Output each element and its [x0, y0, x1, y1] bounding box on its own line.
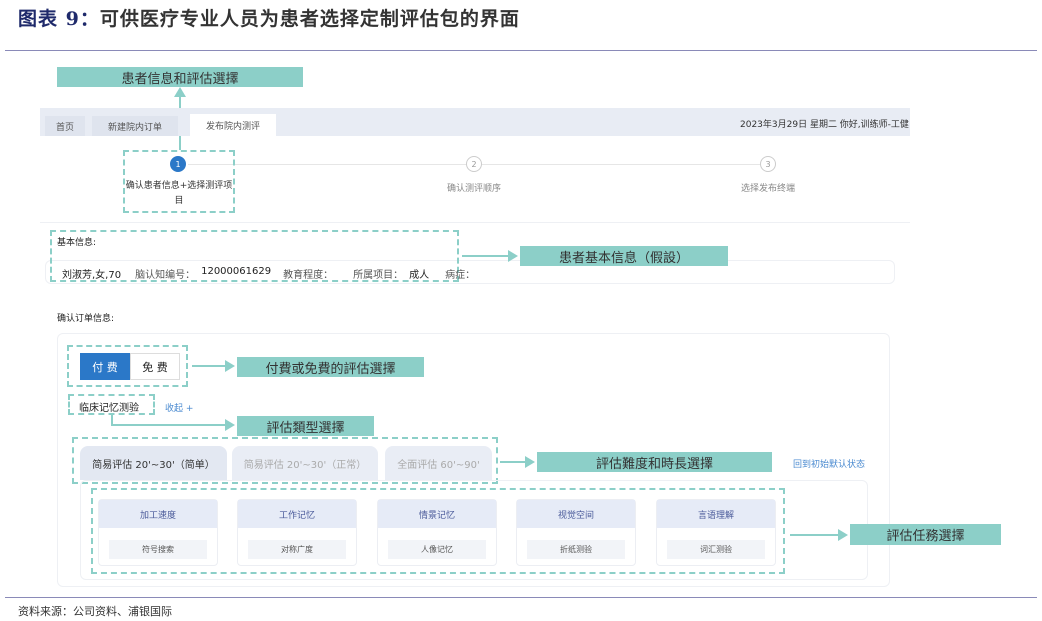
tab-publish[interactable]: 发布院内测评 [190, 114, 276, 136]
connector [462, 255, 508, 257]
tab-bar [40, 108, 910, 136]
task-chip[interactable]: 对称广度 [248, 540, 346, 559]
bottom-rule [5, 597, 1037, 598]
annotation-tasks: 評估任務選擇 [850, 524, 1001, 545]
annotation-difficulty: 評估難度和時長選擇 [537, 452, 772, 472]
step-2-label: 确认测评顺序 [446, 184, 501, 194]
reset-link[interactable]: 回到初始默认状态 [793, 460, 866, 470]
category-title: 言语理解 [657, 500, 775, 528]
annotation-patient-basic: 患者基本信息（假設） [520, 246, 728, 266]
connector [790, 534, 838, 536]
connector [111, 424, 225, 426]
figure-title: 图表 9：可供医疗专业人员为患者选择定制评估包的界面 [18, 8, 520, 30]
step-2-indicator: 2 [466, 156, 482, 172]
connector [111, 415, 113, 425]
header-date-user: 2023年3月29日 星期二 你好,训练师-工健 [740, 120, 909, 130]
collapse-link[interactable]: 收起 + [165, 404, 194, 414]
annotation-paid-free: 付費或免費的評估選擇 [237, 357, 424, 377]
divider [40, 222, 910, 223]
category-title: 加工速度 [99, 500, 217, 528]
eval-tabs-highlight [72, 437, 498, 484]
connector [500, 461, 525, 463]
basic-info-values: 刘淑芳,女,70 脑认知编号： 12000061629 教育程度： 所属项目： 成人… [62, 266, 475, 281]
test-name: 临床记忆测验 [79, 403, 139, 414]
project-value: 成人 [409, 270, 430, 281]
tasks-highlight [91, 488, 785, 574]
step-1-indicator: 1 [170, 156, 186, 172]
category-title: 情景记忆 [378, 500, 496, 528]
arrow-right-icon [508, 250, 518, 262]
project-label: 所属项目： [353, 270, 404, 281]
category-card[interactable]: 加工速度 符号搜索 [98, 499, 218, 566]
arrow-up-icon [174, 87, 186, 97]
edu-label: 教育程度： [283, 270, 334, 281]
connector [192, 365, 225, 367]
basic-info-highlight [50, 230, 459, 282]
arrow-right-icon [225, 360, 235, 372]
category-card[interactable]: 工作记忆 对称广度 [237, 499, 357, 566]
step-1-label: 确认患者信息+选择测评项目 [125, 181, 233, 206]
order-panel [57, 333, 890, 587]
tab-new-order[interactable]: 新建院内订单 [92, 116, 178, 136]
order-heading: 确认订单信息: [57, 314, 115, 324]
payment-highlight [67, 345, 188, 387]
step1-highlight [123, 150, 235, 213]
arrow-right-icon [225, 419, 235, 431]
arrow-right-icon [525, 456, 535, 468]
top-rule [5, 50, 1037, 51]
step-3-indicator: 3 [760, 156, 776, 172]
annotation-patient-eval: 患者信息和評估選擇 [57, 67, 303, 87]
eval-tab-full[interactable]: 全面评估 60'~90' [385, 446, 492, 480]
free-button[interactable]: 免 费 [130, 353, 180, 380]
task-chip[interactable]: 符号搜索 [109, 540, 207, 559]
eval-tab-simple-easy[interactable]: 简易评估 20'~30'（简单） [80, 446, 227, 480]
patient-name: 刘淑芳,女,70 [62, 270, 122, 281]
basic-info-heading: 基本信息: [57, 238, 97, 248]
annotation-eval-type: 評估類型選擇 [237, 416, 374, 436]
category-card[interactable]: 言语理解 词汇测验 [656, 499, 776, 566]
id-label: 脑认知编号： [135, 270, 196, 281]
paid-button[interactable]: 付 费 [80, 353, 130, 380]
step-3-label: 选择发布终端 [740, 184, 795, 194]
task-chip[interactable]: 折纸测验 [527, 540, 625, 559]
basic-info-row [45, 260, 895, 284]
id-value: 12000061629 [201, 266, 272, 277]
task-chip[interactable]: 词汇测验 [667, 540, 765, 559]
eval-tab-simple-normal[interactable]: 简易评估 20'~30'（正常） [232, 446, 378, 480]
task-chip[interactable]: 人像记忆 [388, 540, 486, 559]
disease-label: 病症： [445, 270, 476, 281]
source-note: 资料来源：公司资料、浦银国际 [18, 605, 172, 618]
category-title: 视觉空间 [517, 500, 635, 528]
category-card[interactable]: 视觉空间 折纸测验 [516, 499, 636, 566]
tab-home[interactable]: 首页 [45, 116, 85, 136]
category-title: 工作记忆 [238, 500, 356, 528]
category-card[interactable]: 情景记忆 人像记忆 [377, 499, 497, 566]
test-highlight [68, 394, 155, 415]
arrow-right-icon [838, 529, 848, 541]
